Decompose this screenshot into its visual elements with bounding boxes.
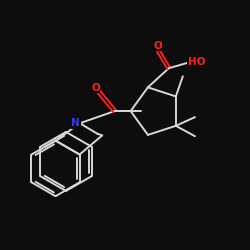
Text: O: O	[91, 83, 100, 93]
Text: HO: HO	[188, 57, 205, 67]
Text: N: N	[71, 118, 80, 128]
Text: O: O	[154, 41, 163, 51]
